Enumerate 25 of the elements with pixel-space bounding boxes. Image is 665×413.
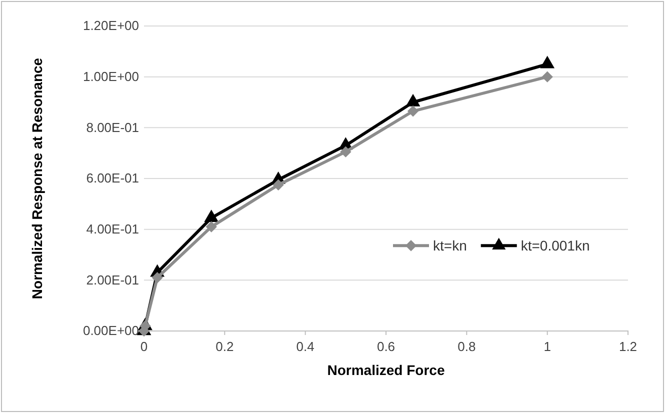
y-axis-title: Normalized Response at Resonance (29, 58, 45, 300)
y-tick-label: 4.00E-01 (86, 221, 139, 236)
point (206, 221, 217, 232)
y-tick-label: 8.00E-01 (86, 120, 139, 135)
point (406, 94, 420, 106)
legend-label: kt=kn (433, 238, 467, 254)
y-tick-label: 0.00E+00 (82, 323, 139, 338)
y-tick-label: 2.00E-01 (86, 272, 139, 288)
x-tick-label: 1.2 (618, 339, 638, 354)
point (204, 210, 219, 222)
x-tick-label: 0 (140, 339, 148, 354)
y-tick-label: 6.00E-01 (86, 170, 139, 186)
x-tick-label: 0.6 (376, 339, 396, 354)
x-tick-label: 0.4 (296, 339, 314, 354)
point (152, 272, 163, 284)
point (340, 146, 352, 158)
point (540, 56, 555, 68)
x-tick-label: 0.8 (458, 339, 476, 354)
x-tick-label: 0.2 (216, 339, 234, 354)
y-tick-label: 1.20E+00 (82, 18, 139, 34)
y-tick-label: 1.00E+00 (82, 68, 139, 84)
x-axis-title: Normalized Force (327, 362, 445, 378)
x-tick-label: 1 (544, 339, 551, 354)
point (272, 179, 284, 190)
legend-label: kt=0.001kn (520, 238, 590, 254)
